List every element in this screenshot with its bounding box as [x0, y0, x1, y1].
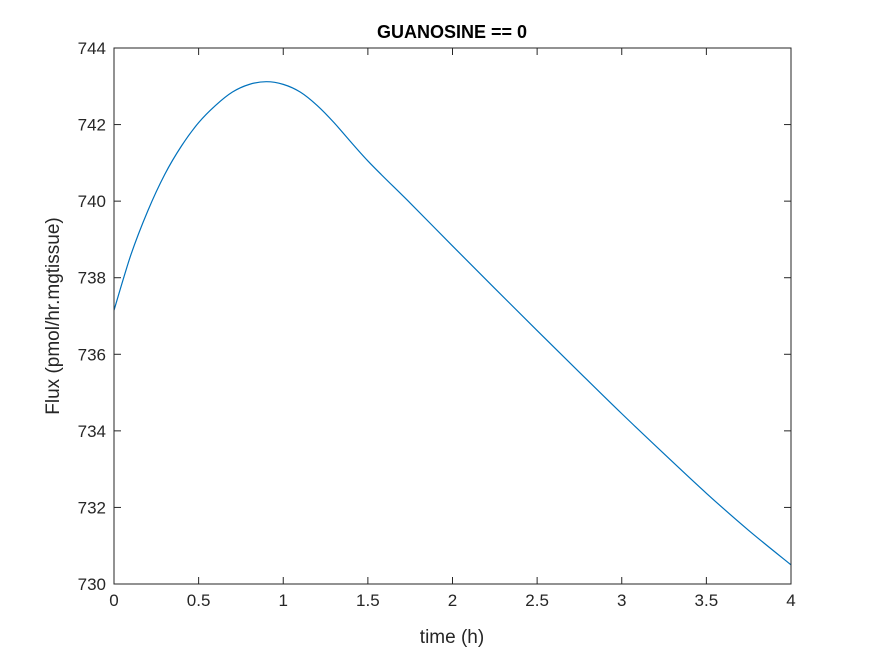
y-axis: 730 732 734 736 738 740 742 744 — [78, 39, 791, 594]
x-axis-label: time (h) — [420, 627, 484, 648]
x-tick-label: 1 — [279, 591, 288, 610]
x-tick-label: 3.5 — [695, 591, 719, 610]
y-tick-label: 738 — [78, 269, 106, 288]
y-tick-label: 734 — [78, 422, 106, 441]
x-axis: 0 0.5 1 1.5 2 2.5 3 3.5 4 — [109, 48, 796, 610]
x-tick-label: 0 — [109, 591, 118, 610]
x-tick-label: 4 — [786, 591, 795, 610]
x-tick-label: 2.5 — [525, 591, 549, 610]
y-axis-label: Flux (pmol/hr.mgtissue) — [43, 217, 64, 414]
y-tick-label: 736 — [78, 345, 106, 364]
x-tick-label: 1.5 — [356, 591, 380, 610]
x-tick-label: 2 — [448, 591, 457, 610]
x-tick-label: 0.5 — [187, 591, 211, 610]
x-tick-label: 3 — [617, 591, 626, 610]
y-tick-label: 740 — [78, 192, 106, 211]
series-layer — [113, 81, 792, 566]
series-line — [113, 81, 792, 566]
y-tick-label: 742 — [78, 116, 106, 135]
chart-title: GUANOSINE == 0 — [377, 22, 527, 42]
y-tick-label: 730 — [78, 575, 106, 594]
plot-area — [114, 48, 791, 584]
y-tick-label: 744 — [78, 39, 106, 58]
y-tick-label: 732 — [78, 498, 106, 517]
